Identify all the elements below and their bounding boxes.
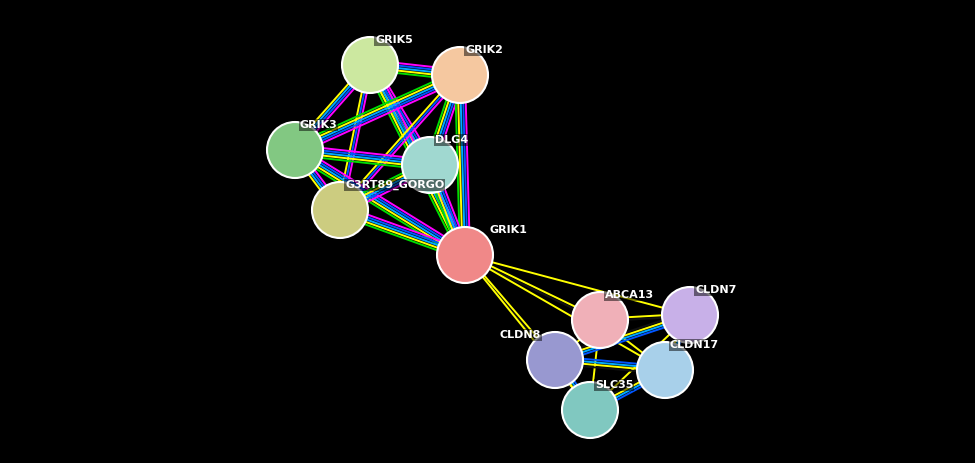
Text: DLG4: DLG4 <box>435 135 468 145</box>
Text: GRIK5: GRIK5 <box>375 35 412 45</box>
Text: GRIK3: GRIK3 <box>300 120 337 130</box>
Text: G3RT89_GORGO: G3RT89_GORGO <box>345 180 445 190</box>
Circle shape <box>342 37 398 93</box>
Circle shape <box>562 382 618 438</box>
Circle shape <box>637 342 693 398</box>
Text: ABCA13: ABCA13 <box>605 290 654 300</box>
Text: SLC35: SLC35 <box>595 380 634 390</box>
Text: CLDN8: CLDN8 <box>500 330 541 340</box>
Text: CLDN7: CLDN7 <box>695 285 736 295</box>
Circle shape <box>527 332 583 388</box>
Circle shape <box>662 287 718 343</box>
Circle shape <box>572 292 628 348</box>
Circle shape <box>437 227 493 283</box>
Text: GRIK2: GRIK2 <box>465 45 503 55</box>
Text: GRIK1: GRIK1 <box>490 225 527 235</box>
Circle shape <box>267 122 323 178</box>
Circle shape <box>312 182 368 238</box>
Circle shape <box>402 137 458 193</box>
Text: CLDN17: CLDN17 <box>670 340 720 350</box>
Circle shape <box>432 47 488 103</box>
